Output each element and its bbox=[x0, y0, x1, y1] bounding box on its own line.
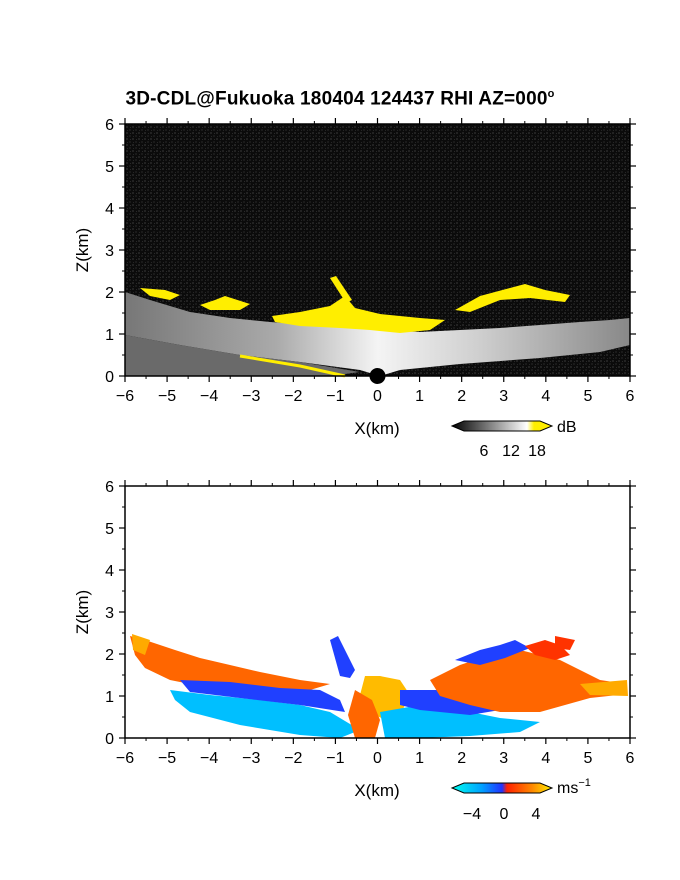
velocity-xlabel: X(km) bbox=[354, 781, 399, 800]
reflectivity-panel: −6 −5 −4 −3 −2 −1 0 1 2 3 4 5 6 0 1 2 3 4 5 6 X(km) Z(km) bbox=[73, 117, 636, 438]
x-tick-label: −2 bbox=[284, 388, 302, 405]
x-tick-label: −6 bbox=[116, 750, 134, 767]
velocity-left-edge bbox=[132, 634, 150, 655]
velocity-panel: −6 −5 −4 −3 −2 −1 0 1 2 3 4 5 6 0 1 2 3 4 5 6 X(km) Z(km) bbox=[73, 479, 636, 800]
reflectivity-colorbar-tick: 18 bbox=[528, 443, 546, 460]
velocity-center-right-mid bbox=[400, 690, 500, 715]
x-tick-label: −3 bbox=[242, 750, 260, 767]
y-tick-label: 1 bbox=[105, 689, 114, 706]
x-tick-label: 0 bbox=[373, 388, 382, 405]
x-tick-label: 2 bbox=[457, 750, 466, 767]
velocity-colorbar: ms−1 −4 0 4 bbox=[450, 777, 591, 823]
reflectivity-strong-cap bbox=[272, 296, 445, 333]
x-tick-label: 2 bbox=[457, 388, 466, 405]
reflectivity-colorbar-tick: 6 bbox=[480, 443, 489, 460]
velocity-top-spots bbox=[525, 636, 575, 660]
x-tick-label: 4 bbox=[541, 750, 550, 767]
y-tick-label: 5 bbox=[105, 521, 114, 538]
y-tick-label: 3 bbox=[105, 605, 114, 622]
x-tick-label: 3 bbox=[499, 388, 508, 405]
velocity-colorbar-tick: −4 bbox=[463, 806, 481, 823]
reflectivity-colorbar-unit: dB bbox=[557, 419, 577, 436]
reflectivity-ylabel: Z(km) bbox=[73, 228, 92, 272]
y-tick-label: 0 bbox=[105, 731, 114, 748]
y-tick-label: 3 bbox=[105, 243, 114, 260]
y-tick-label: 4 bbox=[105, 201, 114, 218]
reflectivity-ticks: −6 −5 −4 −3 −2 −1 0 1 2 3 4 5 6 0 1 2 3 4 5 6 bbox=[105, 117, 636, 405]
velocity-left-upper bbox=[130, 636, 330, 690]
velocity-colorbar-tick: 4 bbox=[532, 806, 541, 823]
y-tick-label: 2 bbox=[105, 647, 114, 664]
y-tick-label: 1 bbox=[105, 327, 114, 344]
x-tick-label: 6 bbox=[626, 750, 635, 767]
x-tick-label: −3 bbox=[242, 388, 260, 405]
reflectivity-colorbar-bar bbox=[450, 420, 554, 432]
velocity-left-mid bbox=[180, 680, 345, 712]
velocity-right bbox=[430, 650, 627, 712]
velocity-colorbar-unit: ms−1 bbox=[557, 777, 591, 797]
x-tick-label: −4 bbox=[200, 750, 218, 767]
reflectivity-strong-plume bbox=[330, 276, 352, 303]
reflectivity-band bbox=[125, 292, 630, 376]
velocity-ylabel: Z(km) bbox=[73, 590, 92, 634]
x-tick-label: −1 bbox=[326, 750, 344, 767]
y-tick-label: 2 bbox=[105, 285, 114, 302]
y-tick-label: 6 bbox=[105, 117, 114, 134]
x-tick-label: −2 bbox=[284, 750, 302, 767]
reflectivity-strong-right bbox=[455, 284, 570, 312]
chart-title: 3D-CDL@Fukuoka 180404 124437 RHI AZ=000o bbox=[125, 88, 555, 110]
x-tick-label: 6 bbox=[626, 388, 635, 405]
y-tick-label: 4 bbox=[105, 563, 114, 580]
reflectivity-colorbar-tick: 12 bbox=[502, 443, 520, 460]
velocity-plume bbox=[330, 636, 355, 678]
x-tick-label: 1 bbox=[415, 388, 424, 405]
x-tick-label: 1 bbox=[415, 750, 424, 767]
x-tick-label: 4 bbox=[541, 388, 550, 405]
x-tick-label: 0 bbox=[373, 750, 382, 767]
velocity-colorbar-tick: 0 bbox=[500, 806, 509, 823]
reflectivity-strong-left bbox=[140, 288, 250, 310]
x-tick-label: 5 bbox=[583, 388, 592, 405]
velocity-right-edge bbox=[580, 680, 628, 696]
x-tick-label: −5 bbox=[158, 388, 176, 405]
y-tick-label: 5 bbox=[105, 159, 114, 176]
velocity-center-right-low bbox=[380, 705, 540, 738]
x-tick-label: −4 bbox=[200, 388, 218, 405]
reflectivity-ground-line bbox=[239, 354, 346, 378]
reflectivity-xlabel: X(km) bbox=[354, 419, 399, 438]
velocity-right-upper bbox=[455, 640, 530, 665]
velocity-center-column bbox=[348, 690, 380, 738]
y-tick-label: 6 bbox=[105, 479, 114, 496]
reflectivity-colorbar: dB 6 12 18 bbox=[450, 419, 577, 460]
velocity-left-lower bbox=[170, 690, 360, 738]
x-tick-label: −5 bbox=[158, 750, 176, 767]
x-tick-label: −1 bbox=[326, 388, 344, 405]
y-tick-label: 0 bbox=[105, 369, 114, 386]
x-tick-label: −6 bbox=[116, 388, 134, 405]
velocity-ticks: −6 −5 −4 −3 −2 −1 0 1 2 3 4 5 6 0 1 2 3 4 5 6 bbox=[105, 479, 636, 767]
velocity-colorbar-bar bbox=[450, 782, 554, 794]
x-tick-label: 3 bbox=[499, 750, 508, 767]
x-tick-label: 5 bbox=[583, 750, 592, 767]
